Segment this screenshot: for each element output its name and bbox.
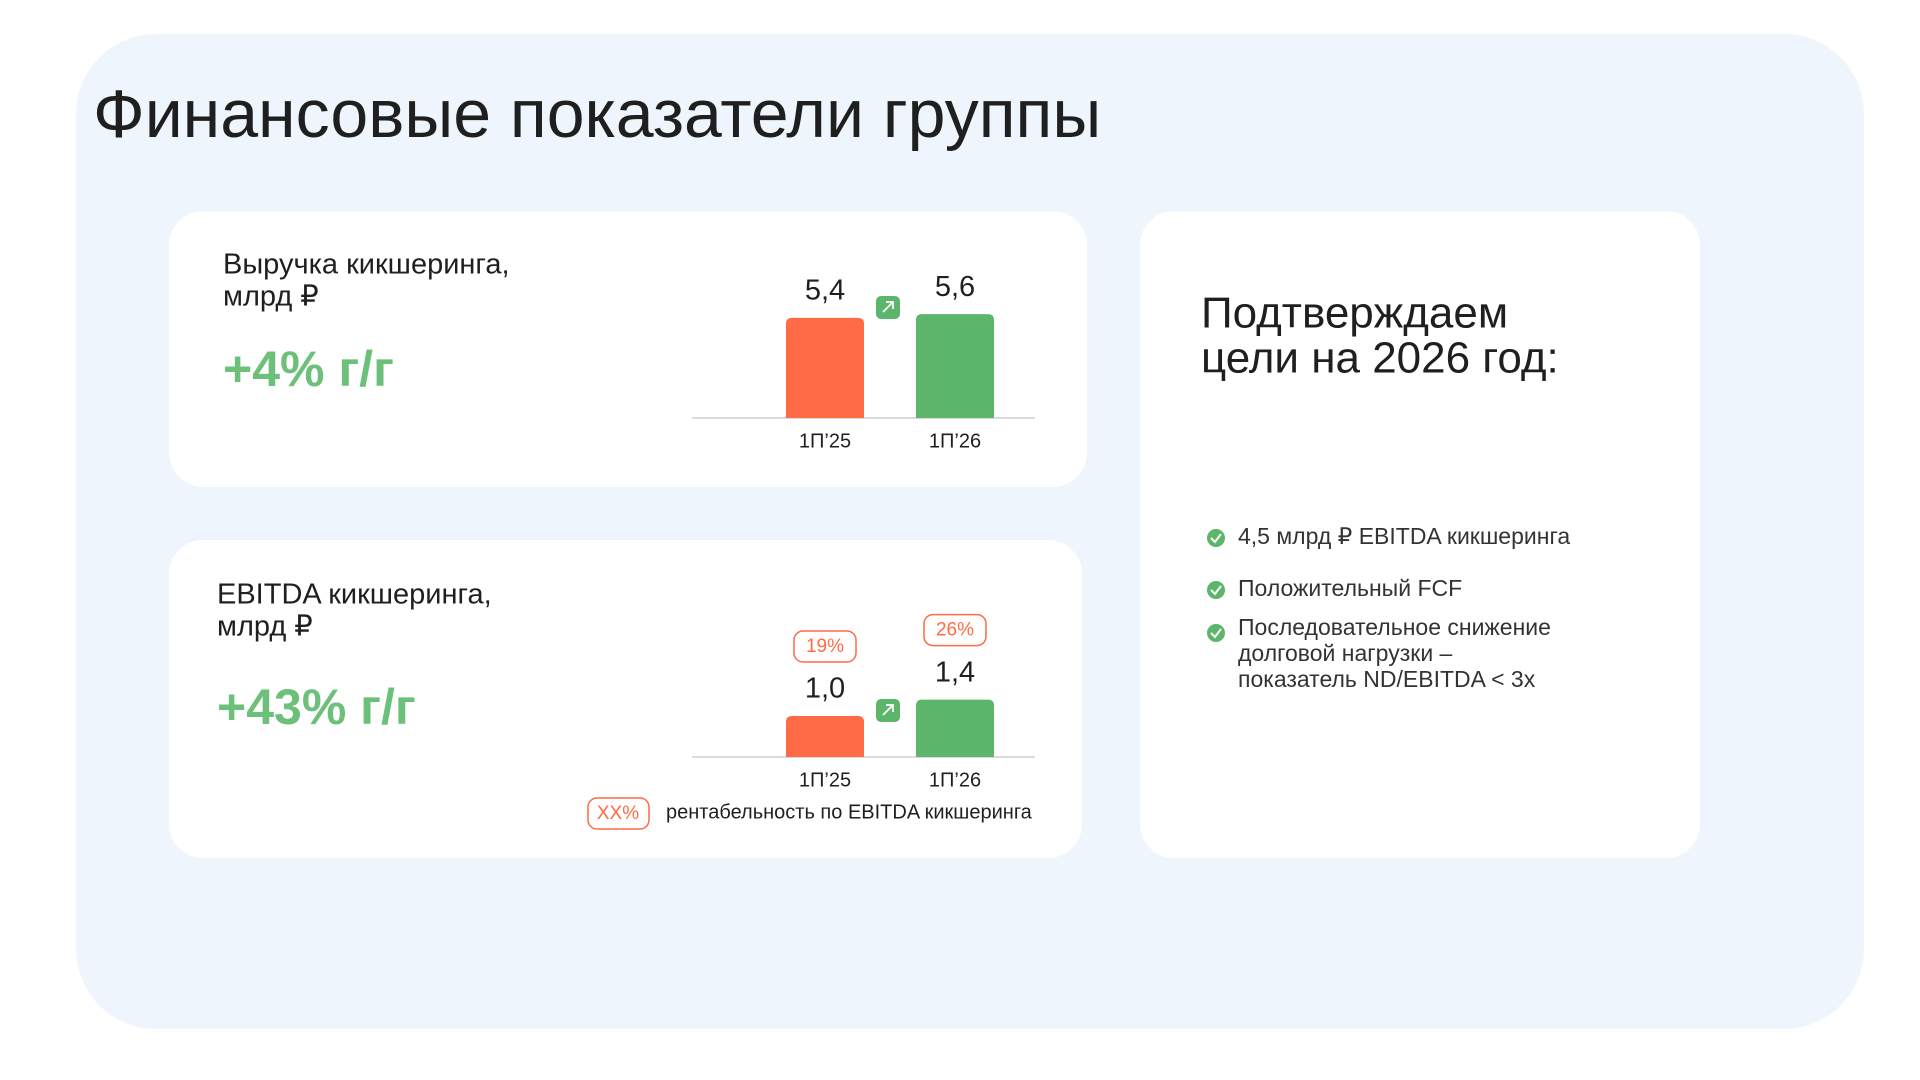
value-label: 1,4 (935, 656, 975, 688)
margin-pill (793, 630, 857, 663)
x-tick-label: 1П’26 (929, 769, 981, 791)
card-title: млрд ₽ (217, 611, 313, 643)
margin-label: 26% (936, 620, 974, 641)
card-title: Выручка кикшеринга, (223, 249, 510, 281)
goals-heading: Подтверждаем (1201, 289, 1508, 338)
goal-item: долговой нагрузки – (1238, 640, 1453, 666)
value-label: 5,4 (805, 274, 845, 306)
check-mark (1210, 628, 1222, 639)
goal-item: Положительный FCF (1238, 575, 1462, 601)
check-icon (1207, 581, 1225, 599)
legend-pill (587, 797, 650, 830)
check-icon (1207, 624, 1225, 642)
bar (786, 317, 864, 418)
check-mark (1210, 533, 1222, 544)
bar (916, 699, 994, 757)
legend-label: рентабельность по EBITDA кикшеринга (666, 801, 1033, 823)
goal-item: Последовательное снижение (1238, 614, 1551, 640)
page-title: Финансовые показатели группы (93, 76, 1101, 152)
x-tick-label: 1П’25 (799, 430, 851, 452)
card-title: млрд ₽ (223, 281, 319, 313)
value-label: 1,0 (805, 673, 845, 705)
arrow-icon (882, 704, 894, 716)
card (1140, 211, 1700, 858)
x-tick-label: 1П’26 (929, 430, 981, 452)
margin-label: 19% (806, 636, 844, 657)
goal-item: показатель ND/EBITDA < 3x (1238, 666, 1536, 692)
check-icon (1207, 529, 1225, 547)
growth-label: +43% г/г (217, 679, 416, 735)
check-mark (1210, 585, 1222, 596)
card (169, 540, 1082, 858)
bar (916, 314, 994, 418)
x-tick-label: 1П’25 (799, 769, 851, 791)
growth-label: +4% г/г (223, 341, 394, 397)
goal-item: 4,5 млрд ₽ EBITDA кикшеринга (1238, 523, 1570, 549)
arrow-icon (882, 301, 894, 313)
legend-sample: XX% (597, 803, 639, 824)
bar (786, 716, 864, 757)
value-label: 5,6 (935, 271, 975, 303)
goals-heading: цели на 2026 год: (1201, 334, 1559, 383)
margin-pill (923, 613, 987, 647)
card-title: EBITDA кикшеринга, (217, 579, 492, 611)
